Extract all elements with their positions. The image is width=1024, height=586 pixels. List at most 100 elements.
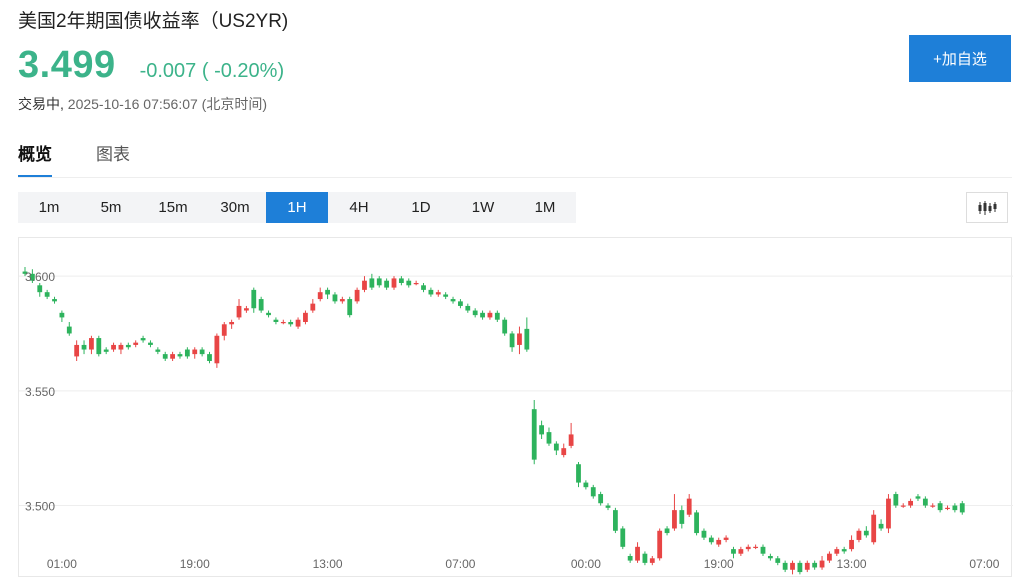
tab-overview[interactable]: 概览 — [18, 140, 52, 178]
candle[interactable] — [539, 420, 544, 439]
candle[interactable] — [871, 510, 877, 545]
interval-1m[interactable]: 1m — [38, 199, 60, 216]
candle[interactable] — [22, 266, 28, 277]
candle[interactable] — [450, 296, 456, 304]
candle[interactable] — [635, 542, 640, 563]
candle[interactable] — [561, 443, 567, 458]
candle[interactable] — [81, 340, 87, 355]
candle[interactable] — [627, 553, 633, 563]
candle[interactable] — [465, 303, 471, 313]
candle[interactable] — [753, 544, 759, 550]
candle[interactable] — [280, 319, 286, 325]
interval-1d[interactable]: 1D — [411, 199, 431, 216]
candle[interactable] — [790, 560, 795, 575]
candle[interactable] — [620, 526, 626, 550]
candle[interactable] — [66, 322, 72, 336]
interval-1w[interactable]: 1W — [471, 199, 495, 216]
candle[interactable] — [494, 310, 500, 322]
candle[interactable] — [679, 505, 685, 529]
candle[interactable] — [487, 310, 493, 320]
candle[interactable] — [590, 484, 596, 499]
candle[interactable] — [369, 273, 375, 290]
candle[interactable] — [553, 441, 559, 456]
candle[interactable] — [413, 280, 419, 286]
interval-4h[interactable]: 4H — [349, 199, 369, 216]
candle[interactable] — [767, 553, 773, 561]
candle[interactable] — [738, 546, 744, 556]
candle[interactable] — [509, 331, 515, 352]
candle[interactable] — [435, 289, 441, 297]
interval-1h[interactable]: 1H — [266, 192, 328, 223]
candle[interactable] — [458, 299, 463, 309]
candle[interactable] — [155, 347, 161, 355]
candle[interactable] — [199, 347, 205, 357]
candle[interactable] — [229, 319, 235, 329]
candle[interactable] — [214, 333, 220, 368]
candle[interactable] — [878, 519, 884, 531]
candle[interactable] — [339, 296, 345, 304]
candle[interactable] — [421, 283, 426, 293]
candle[interactable] — [546, 427, 552, 446]
candle[interactable] — [428, 287, 434, 297]
candle[interactable] — [502, 317, 508, 336]
candle[interactable] — [723, 535, 729, 543]
interval-1mo[interactable]: 1M — [534, 199, 556, 216]
candle[interactable] — [44, 289, 50, 300]
candle[interactable] — [443, 292, 449, 300]
candle[interactable] — [362, 276, 367, 293]
candle[interactable] — [672, 494, 677, 531]
price-chart[interactable]: 3.600 3.550 3.500 01:00 19:00 13:00 07:00 00:0… — [18, 237, 1013, 578]
candle[interactable] — [945, 505, 950, 511]
candle[interactable] — [325, 287, 330, 300]
candle[interactable] — [332, 292, 338, 304]
candle[interactable] — [686, 494, 692, 517]
candle[interactable] — [52, 296, 57, 304]
candle[interactable] — [834, 546, 840, 556]
candle[interactable] — [125, 342, 131, 350]
candle[interactable] — [694, 510, 699, 536]
candle[interactable] — [170, 351, 175, 361]
candle[interactable] — [775, 556, 781, 566]
candle[interactable] — [480, 310, 485, 320]
candle[interactable] — [192, 347, 198, 359]
candle[interactable] — [613, 507, 618, 534]
candle[interactable] — [812, 560, 818, 570]
candle[interactable] — [782, 560, 788, 573]
interval-30m[interactable]: 30m — [220, 199, 250, 216]
candle[interactable] — [310, 299, 316, 313]
candle[interactable] — [863, 526, 869, 538]
candle[interactable] — [908, 498, 913, 508]
candle[interactable] — [583, 480, 589, 490]
candle[interactable] — [111, 342, 116, 352]
candle[interactable] — [59, 310, 65, 322]
candle[interactable] — [576, 461, 581, 488]
candle[interactable] — [642, 551, 648, 566]
candle[interactable] — [347, 296, 353, 318]
candle[interactable] — [251, 287, 257, 313]
candle[interactable] — [184, 347, 190, 359]
candle[interactable] — [317, 287, 323, 302]
candle[interactable] — [273, 317, 279, 325]
candle[interactable] — [915, 494, 921, 501]
candle[interactable] — [804, 560, 810, 573]
candle[interactable] — [354, 287, 360, 304]
candlestick-chart[interactable]: 3.600 3.550 3.500 01:00 19:00 13:00 07:00 00:0… — [19, 238, 1013, 578]
candle[interactable] — [745, 544, 751, 552]
candle[interactable] — [930, 503, 936, 508]
candle[interactable] — [849, 535, 854, 552]
candle[interactable] — [376, 276, 382, 288]
candle[interactable] — [398, 276, 404, 286]
candle[interactable] — [708, 535, 714, 545]
candle[interactable] — [103, 347, 109, 355]
candle[interactable] — [819, 556, 825, 570]
candle[interactable] — [649, 556, 655, 566]
candle[interactable] — [886, 494, 891, 534]
candle[interactable] — [900, 503, 906, 508]
candle[interactable] — [244, 305, 249, 313]
chart-type-button[interactable] — [966, 192, 1008, 223]
candle[interactable] — [207, 351, 212, 364]
candle[interactable] — [118, 342, 124, 355]
candle[interactable] — [303, 310, 308, 325]
candle[interactable] — [384, 278, 390, 290]
candle[interactable] — [37, 283, 43, 297]
